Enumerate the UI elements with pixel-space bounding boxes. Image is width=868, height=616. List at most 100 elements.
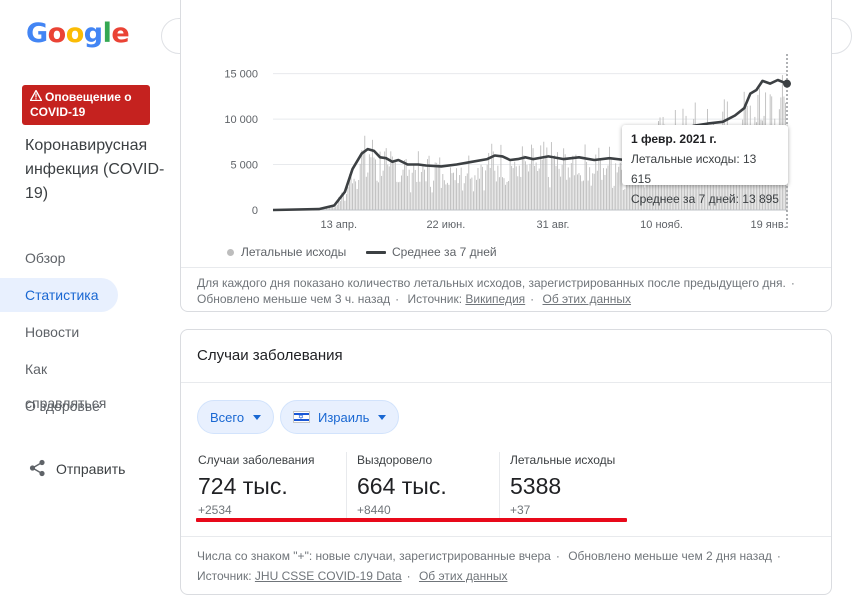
chart-about-link[interactable]: Об этих данных	[542, 292, 632, 306]
chart-bar	[540, 145, 542, 210]
chart-bar	[384, 151, 386, 210]
chart-bar	[506, 181, 508, 210]
israel-flag-icon: ✡	[293, 411, 310, 423]
chart-bar	[355, 181, 357, 210]
logo-letter: l	[102, 18, 112, 49]
chart-bar	[670, 160, 672, 210]
y-tick-label: 15 000	[224, 69, 258, 81]
chart-footnote-text: Для каждого дня показано количество лета…	[197, 276, 786, 290]
chart-bar	[517, 176, 519, 210]
chart-bar	[615, 163, 617, 210]
chart-bar	[647, 164, 649, 210]
cases-source-link[interactable]: JHU CSSE COVID-19 Data	[254, 569, 402, 583]
chart-bar	[509, 159, 511, 210]
sidebar-item-0[interactable]: Обзор	[25, 250, 66, 266]
sidebar-item-4[interactable]: О здоровье	[25, 398, 100, 414]
chart-bar	[364, 135, 366, 210]
chart-bar	[367, 172, 369, 210]
chart-bar	[618, 166, 620, 210]
legend-line-marker	[366, 250, 386, 254]
chart-bar	[538, 168, 540, 210]
filter-all-dropdown[interactable]: Всего	[197, 400, 275, 434]
sidebar-item-1[interactable]: Статистика	[0, 278, 118, 312]
chart-bar	[697, 162, 699, 210]
chart-bar	[549, 187, 551, 210]
filter-country-dropdown[interactable]: ✡ Израиль	[280, 400, 400, 434]
share-button[interactable]: Отправить	[29, 458, 125, 480]
tooltip-deaths-label: Летальные исходы	[631, 152, 737, 166]
google-logo[interactable]: Google	[26, 18, 130, 49]
stat-recovered-delta: +8440	[357, 503, 391, 517]
tooltip-average-label: Среднее за 7 дней	[631, 192, 736, 206]
chart-bar	[459, 175, 461, 210]
chart-bar	[466, 173, 468, 210]
chart-bar	[407, 175, 409, 210]
chart-bar	[362, 150, 364, 210]
cases-about-link[interactable]: Об этих данных	[418, 569, 508, 583]
chart-bar	[480, 164, 482, 210]
chart-bar	[590, 185, 592, 210]
chart-bar	[434, 162, 436, 210]
chart-bar	[598, 147, 600, 210]
chart-bar	[482, 166, 484, 210]
chart-bar	[602, 168, 604, 210]
chart-bar	[512, 168, 514, 210]
stat-divider	[499, 452, 500, 518]
chart-bar	[677, 164, 679, 210]
chart-bar	[450, 167, 451, 210]
chart-bar	[515, 166, 517, 210]
chart-bar	[390, 151, 392, 210]
chart-bar	[474, 175, 476, 210]
chart-bar	[423, 169, 425, 210]
chart-bar	[368, 154, 370, 210]
chart-bar	[391, 156, 393, 210]
chart-bar	[575, 154, 577, 210]
chart-bar	[613, 185, 615, 210]
chart-bar	[483, 190, 485, 210]
chart-bar	[326, 208, 327, 210]
chart-bar	[339, 201, 341, 210]
cases-card	[180, 329, 832, 595]
chart-bar	[667, 177, 669, 210]
stat-cases-delta: +2534	[198, 503, 232, 517]
cases-source-label: Источник:	[197, 569, 252, 583]
chart-tooltip: 1 февр. 2021 г. Летальные исходы: 13 615…	[622, 125, 788, 206]
cases-header-divider	[181, 382, 831, 383]
cases-title: Случаи заболевания	[197, 347, 343, 364]
chart-bar	[616, 172, 618, 210]
chart-bar	[650, 162, 652, 210]
chart-bar	[417, 151, 419, 210]
chart-bar	[550, 142, 552, 210]
chart-bar	[491, 143, 493, 210]
legend-average: Среднее за 7 дней	[366, 245, 497, 259]
chart-bar	[451, 173, 453, 210]
chart-bar	[405, 159, 407, 210]
chart-bar	[402, 169, 404, 210]
chart-bar	[468, 155, 470, 210]
warning-icon	[29, 89, 43, 105]
tooltip-average-value: 13 895	[742, 192, 779, 206]
chart-bar	[335, 206, 337, 210]
chart-bar	[443, 180, 445, 210]
chart-bar	[413, 165, 415, 210]
hover-point[interactable]	[783, 79, 791, 88]
chart-bar	[624, 189, 626, 210]
chart-bar	[469, 178, 471, 210]
logo-letter: e	[111, 18, 130, 49]
chart-bar	[576, 174, 578, 210]
chart-bar	[460, 167, 462, 210]
stat-divider	[346, 452, 347, 518]
chart-bar	[555, 165, 557, 210]
chart-bar	[324, 208, 326, 210]
sidebar-title: Коронавирусная инфекция (COVID-19)	[25, 137, 165, 202]
y-tick-label: 0	[252, 205, 258, 217]
chart-bar	[560, 176, 562, 210]
sidebar-item-2[interactable]: Новости	[25, 324, 80, 340]
covid-alert-badge[interactable]: Оповещение о COVID-19	[22, 85, 150, 125]
chart-source-link[interactable]: Википедия	[465, 292, 526, 306]
legend-average-label: Среднее за 7 дней	[392, 245, 497, 259]
stat-deaths-label: Летальные исходы	[510, 453, 616, 467]
chart-bar	[569, 177, 571, 210]
sidebar-item-3[interactable]: Как справляться	[25, 361, 107, 411]
chart-bar	[508, 180, 510, 210]
